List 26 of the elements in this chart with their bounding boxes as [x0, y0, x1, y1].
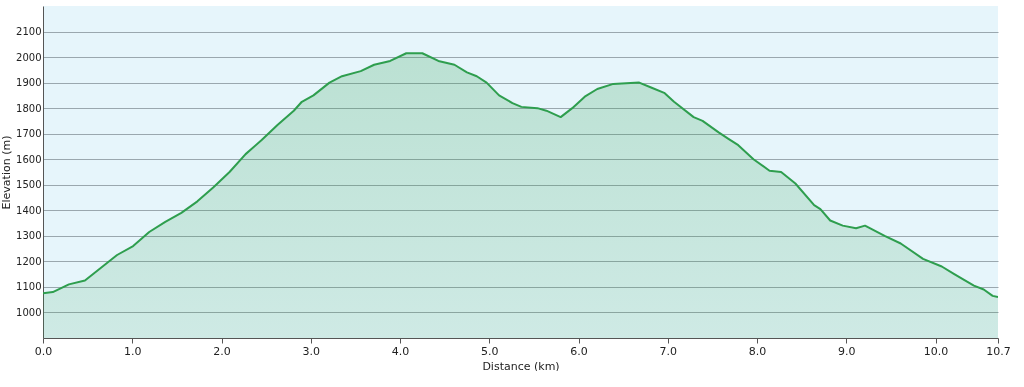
- x-tick-label: 10.0: [923, 344, 949, 358]
- y-tick-label: 1600: [16, 153, 42, 165]
- y-tick-label: 2000: [16, 51, 42, 63]
- y-tick-label: 1000: [16, 306, 42, 318]
- y-tick-label: 1900: [16, 77, 42, 89]
- y-tick-label: 1700: [16, 128, 42, 140]
- x-tick-label: 2.0: [213, 344, 231, 358]
- y-tick-label: 1800: [16, 102, 42, 114]
- x-tick-label: 4.0: [391, 344, 410, 358]
- x-tick-label: 8.0: [748, 344, 767, 358]
- y-tick-label: 1500: [16, 179, 42, 191]
- y-tick-label: 1400: [16, 204, 42, 216]
- x-tick-label: 5.0: [481, 344, 499, 358]
- x-axis-title: Distance (km): [482, 359, 560, 373]
- y-tick-label: 2100: [16, 26, 42, 38]
- y-tick-label: 1200: [16, 255, 42, 267]
- x-tick-label: 0.0: [34, 344, 53, 358]
- x-tick-label: 3.0: [302, 344, 321, 358]
- y-axis-title: Elevation (m): [0, 135, 14, 210]
- x-tick-label: 7.0: [659, 344, 678, 358]
- y-tick-label: 1300: [16, 230, 42, 242]
- x-tick-label: 10.7: [986, 344, 1011, 358]
- x-tick-label: 6.0: [570, 344, 588, 358]
- x-tick-label: 1.0: [124, 344, 142, 358]
- y-tick-label: 1100: [16, 281, 42, 293]
- x-tick-label: 9.0: [838, 344, 856, 358]
